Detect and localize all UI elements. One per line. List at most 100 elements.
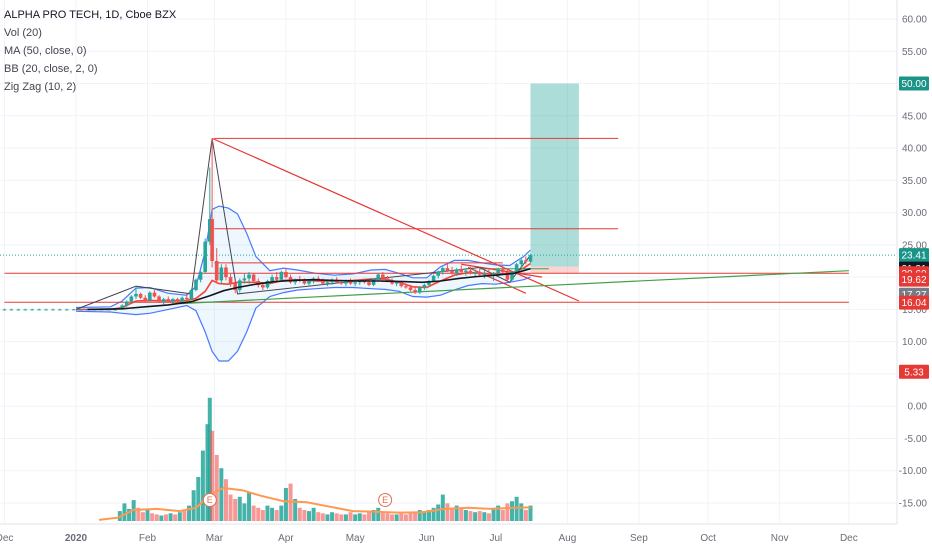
candle-body — [152, 292, 157, 297]
candle-body — [524, 260, 528, 262]
candle-body — [274, 277, 279, 280]
legend-indicator-volume[interactable]: Vol (20) — [4, 27, 42, 39]
candle-body — [23, 309, 28, 311]
price-badge-label: 23.41 — [901, 251, 926, 262]
volume-bar — [145, 510, 150, 521]
indicator-lines — [87, 267, 531, 311]
volume-bar — [214, 455, 219, 521]
price-badge — [899, 272, 929, 287]
candle-body — [413, 290, 417, 293]
candle-body — [367, 282, 371, 285]
candle-body — [171, 299, 175, 302]
candle-body — [496, 269, 500, 274]
candle-body — [500, 269, 505, 272]
price-tick-label: 10.00 — [902, 337, 927, 348]
legend-indicator-ma[interactable]: MA (50, close, 0) — [4, 45, 87, 57]
target-stop-zone — [530, 266, 579, 274]
candle-body — [161, 299, 166, 302]
candle-body — [261, 284, 265, 288]
volume-bar — [154, 514, 159, 521]
candle-body — [445, 268, 450, 271]
volume-bar — [210, 430, 215, 521]
candle-body — [422, 284, 427, 288]
volume-bar — [233, 499, 238, 521]
candle-body — [390, 281, 394, 284]
trend-line — [211, 137, 580, 302]
ma50-line — [87, 267, 531, 311]
drawings[interactable] — [0, 83, 897, 310]
volume-bar — [468, 511, 473, 521]
volume-bar — [463, 510, 468, 521]
candle-body — [284, 271, 288, 278]
trend-line — [467, 266, 527, 294]
volume-bar — [122, 503, 127, 521]
candle-body — [450, 270, 454, 274]
volume-bar — [477, 511, 482, 521]
candle-body — [431, 275, 436, 282]
price-badge — [899, 295, 929, 310]
volume-bar — [307, 511, 312, 521]
candle-body — [473, 271, 477, 274]
price-tick-label: 30.00 — [902, 208, 927, 219]
price-tick-label: -10.00 — [899, 466, 928, 477]
candle-body — [454, 269, 459, 274]
volume-bar — [302, 510, 307, 521]
volume-bar — [219, 468, 224, 521]
candle-body — [224, 267, 228, 278]
legend-title[interactable]: ALPHA PRO TECH, 1D, Cboe BZX — [4, 9, 177, 21]
volume-bar — [413, 512, 418, 521]
candle-body — [210, 219, 214, 261]
volume-bar — [366, 512, 371, 521]
volume-bar — [325, 514, 330, 521]
volume-bar — [473, 512, 478, 521]
candle-body — [37, 309, 41, 311]
earnings-marker-label: E — [207, 495, 213, 505]
earnings-marker-label: E — [382, 495, 388, 505]
candle-body — [44, 309, 48, 311]
candle-body — [491, 273, 496, 276]
legend-indicator-bb[interactable]: BB (20, close, 2, 0) — [4, 63, 98, 75]
candle-body — [58, 309, 62, 311]
legend-indicator-zigzag[interactable]: Zig Zag (10, 2) — [4, 81, 77, 93]
time-tick-label: Mar — [206, 533, 224, 544]
price-tick-label: 60.00 — [902, 15, 927, 26]
volume-bar — [403, 514, 408, 521]
volume-bar — [297, 507, 302, 521]
volume-bar — [496, 505, 501, 521]
volume-bar — [371, 510, 376, 521]
chart-legend: ALPHA PRO TECH, 1D, Cboe BZX Vol (20) MA… — [4, 6, 176, 96]
volume-bar — [486, 513, 491, 521]
candle-body — [166, 299, 171, 302]
bb-upper-line — [75, 205, 531, 309]
candle-body — [339, 282, 344, 284]
price-badge — [899, 76, 929, 91]
time-axis-background — [0, 524, 897, 550]
candle-body — [64, 309, 69, 311]
volume-bar — [140, 512, 145, 521]
candle-body — [459, 269, 464, 272]
volume-bar — [385, 513, 390, 521]
candle-body — [381, 274, 385, 279]
volume-bar — [348, 512, 353, 521]
price-tick-label: -15.00 — [899, 498, 928, 509]
candle-body — [325, 282, 330, 284]
candle-body — [184, 297, 189, 300]
price-labels: 50.0023.4121.6521.3120.6019.6217.2716.04… — [899, 76, 929, 379]
time-tick-label: Jun — [419, 533, 435, 544]
candle-body — [528, 255, 533, 262]
candle-body — [30, 309, 34, 311]
candle-body — [482, 273, 487, 275]
volume-bar — [237, 496, 242, 521]
candle-body — [180, 297, 184, 302]
time-tick-label: Oct — [700, 533, 716, 544]
candle-body — [514, 264, 519, 272]
price-tick-label: 45.00 — [902, 111, 927, 122]
candle-body — [175, 299, 180, 302]
time-axis[interactable]: Dec 2020 Feb Mar Apr May Jun Jul Aug Sep Oct Nov Dec — [0, 523, 897, 550]
volume-bar — [196, 477, 201, 521]
candle-body — [198, 271, 203, 280]
candle-body — [113, 309, 118, 311]
candle-body — [505, 271, 510, 280]
candle-body — [78, 309, 83, 311]
